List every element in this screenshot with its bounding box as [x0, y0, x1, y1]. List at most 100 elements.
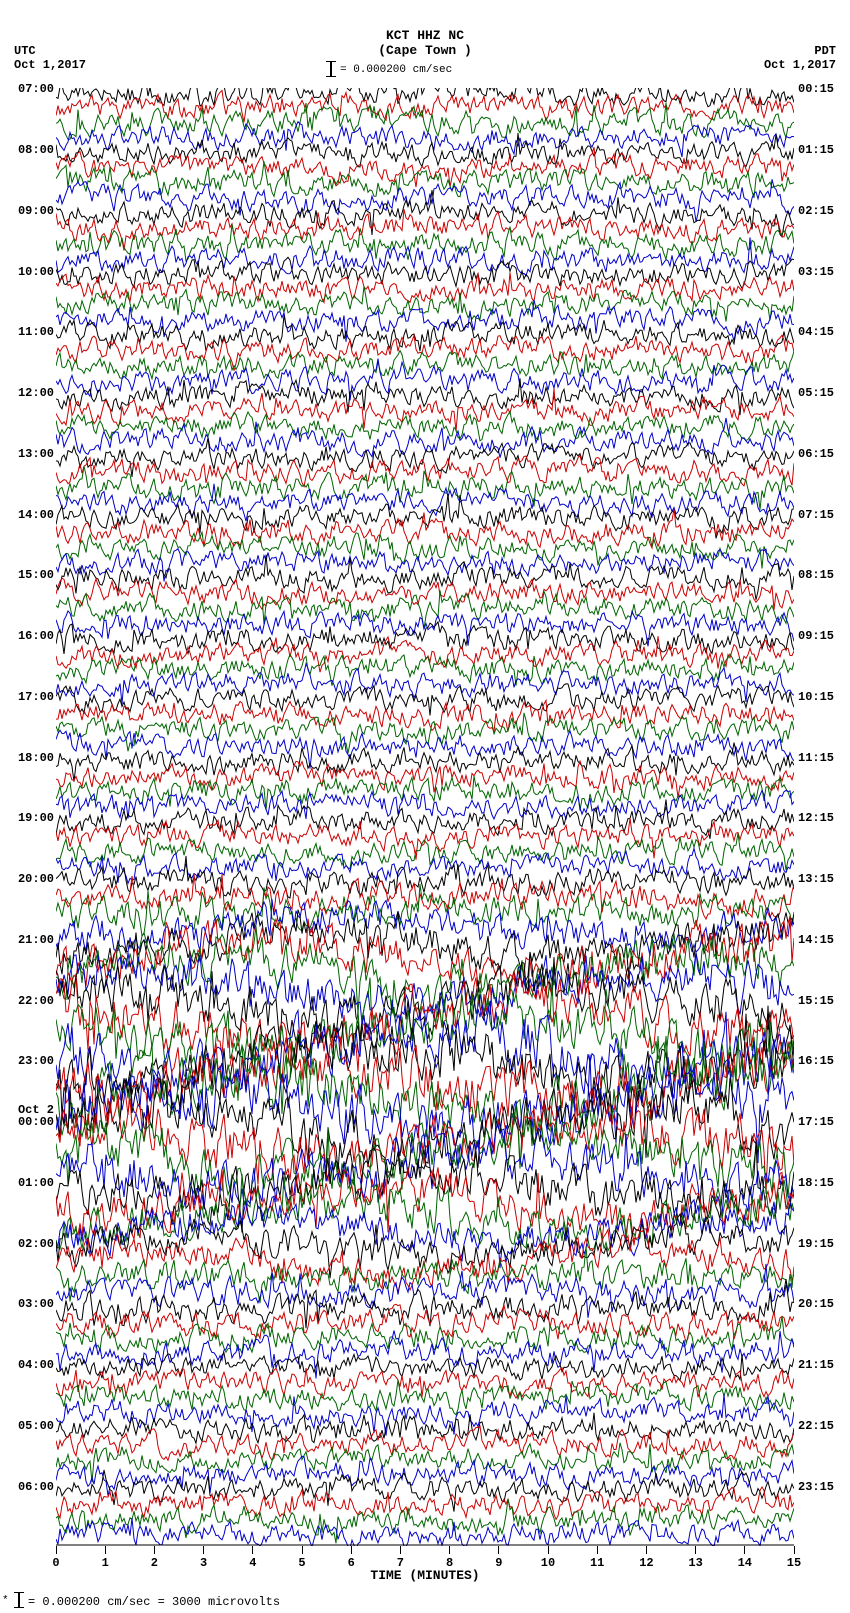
xaxis-label: TIME (MINUTES): [370, 1568, 479, 1583]
xaxis-tickmark: [105, 1546, 106, 1554]
seismic-trace: [56, 1456, 794, 1495]
right-time-label: 01:15: [798, 143, 834, 157]
xaxis-tickmark: [597, 1546, 598, 1554]
right-time-label: 00:15: [798, 82, 834, 96]
left-time-label: 23:00: [18, 1054, 54, 1068]
right-time-label: 20:15: [798, 1297, 834, 1311]
xaxis-tickmark: [498, 1546, 499, 1554]
seismic-trace: [56, 147, 794, 187]
left-time-label: 06:00: [18, 1480, 54, 1494]
xaxis-tick: 12: [639, 1556, 653, 1570]
seismic-trace: [56, 1487, 794, 1519]
seismic-traces-svg: [56, 88, 794, 1546]
left-time-label: 05:00: [18, 1419, 54, 1433]
utc-label: UTC: [14, 44, 36, 58]
xaxis-tickmark: [548, 1546, 549, 1554]
left-time-label: 22:00: [18, 994, 54, 1008]
seismic-trace: [56, 1246, 794, 1303]
seismic-trace: [56, 88, 794, 107]
xaxis-tickmark: [252, 1546, 253, 1554]
xaxis-tickmark: [351, 1546, 352, 1554]
xaxis-tickmark: [794, 1546, 795, 1554]
left-time-label: 17:00: [18, 690, 54, 704]
xaxis-tick: 9: [495, 1556, 502, 1570]
utc-date: Oct 1,2017: [14, 58, 86, 72]
seismic-trace: [56, 351, 794, 379]
right-time-label: 07:15: [798, 508, 834, 522]
right-time-label: 05:15: [798, 386, 834, 400]
left-time-label: 01:00: [18, 1176, 54, 1190]
xaxis-tick: 15: [787, 1556, 801, 1570]
seismic-trace: [56, 1413, 794, 1444]
seismic-trace: [56, 509, 794, 548]
left-time-label: 16:00: [18, 629, 54, 643]
seismic-trace: [56, 1264, 794, 1318]
seismic-trace: [56, 910, 794, 980]
scale-bar-top: [330, 62, 332, 76]
xaxis-tick: 3: [200, 1556, 207, 1570]
xaxis-tickmark: [449, 1546, 450, 1554]
footer-scale-text: = 0.000200 cm/sec = 3000 microvolts: [28, 1595, 280, 1609]
station-location: (Cape Town ): [378, 43, 472, 58]
right-time-label: 10:15: [798, 690, 834, 704]
right-time-label: 18:15: [798, 1176, 834, 1190]
xaxis-tickmark: [695, 1546, 696, 1554]
seismic-trace: [56, 848, 794, 883]
seismic-trace: [56, 952, 794, 1027]
seismic-trace: [56, 378, 794, 415]
left-time-label: 00:00: [18, 1115, 54, 1129]
right-time-label: 04:15: [798, 325, 834, 339]
right-time-label: 16:15: [798, 1054, 834, 1068]
left-time-label: 03:00: [18, 1297, 54, 1311]
seismogram-container: KCT HHZ NC (Cape Town ) UTC Oct 1,2017 P…: [0, 0, 850, 1613]
left-time-label: 14:00: [18, 508, 54, 522]
scale-star: *: [2, 1595, 9, 1607]
left-time-label: 13:00: [18, 447, 54, 461]
right-time-label: 08:15: [798, 568, 834, 582]
seismic-trace: [56, 664, 794, 704]
pdt-label: PDT: [814, 44, 836, 58]
seismic-trace: [56, 713, 794, 754]
right-time-label: 15:15: [798, 994, 834, 1008]
left-time-label: 15:00: [18, 568, 54, 582]
seismic-trace: [56, 273, 794, 303]
scale-bar-bottom-cap2: [14, 1607, 24, 1608]
scale-bar-top-cap1: [326, 61, 336, 62]
right-time-label: 03:15: [798, 265, 834, 279]
xaxis-tickmark: [302, 1546, 303, 1554]
left-time-label: 04:00: [18, 1358, 54, 1372]
scale-bar-bottom-cap1: [14, 1592, 24, 1593]
xaxis-tick: 4: [249, 1556, 256, 1570]
right-time-label: 13:15: [798, 872, 834, 886]
xaxis-tick: 0: [52, 1556, 59, 1570]
scale-text-top: = 0.000200 cm/sec: [340, 64, 452, 76]
seismic-trace: [56, 555, 794, 600]
station-code: KCT HHZ NC: [386, 28, 464, 43]
scale-bar-bottom: [18, 1593, 20, 1607]
seismic-trace: [56, 1279, 794, 1328]
right-time-label: 14:15: [798, 933, 834, 947]
seismic-trace: [56, 856, 794, 898]
seismic-trace: [56, 818, 794, 860]
right-time-label: 19:15: [798, 1237, 834, 1251]
xaxis-tick: 5: [298, 1556, 305, 1570]
left-time-label: 07:00: [18, 82, 54, 96]
seismic-trace: [56, 286, 794, 321]
xaxis-tick: 10: [541, 1556, 555, 1570]
pdt-date: Oct 1,2017: [764, 58, 836, 72]
plot-area: [56, 88, 794, 1546]
xaxis-tick: 11: [590, 1556, 604, 1570]
seismic-trace: [56, 1470, 794, 1512]
seismic-trace: [56, 1443, 794, 1483]
left-time-label: 19:00: [18, 811, 54, 825]
left-time-label: 12:00: [18, 386, 54, 400]
xaxis-tickmark: [56, 1546, 57, 1554]
right-time-label: 02:15: [798, 204, 834, 218]
xaxis-tick: 13: [688, 1556, 702, 1570]
xaxis-tick: 6: [348, 1556, 355, 1570]
left-time-label: 09:00: [18, 204, 54, 218]
right-time-label: 06:15: [798, 447, 834, 461]
left-time-label: 02:00: [18, 1237, 54, 1251]
xaxis-tickmark: [203, 1546, 204, 1554]
right-time-label: 22:15: [798, 1419, 834, 1433]
